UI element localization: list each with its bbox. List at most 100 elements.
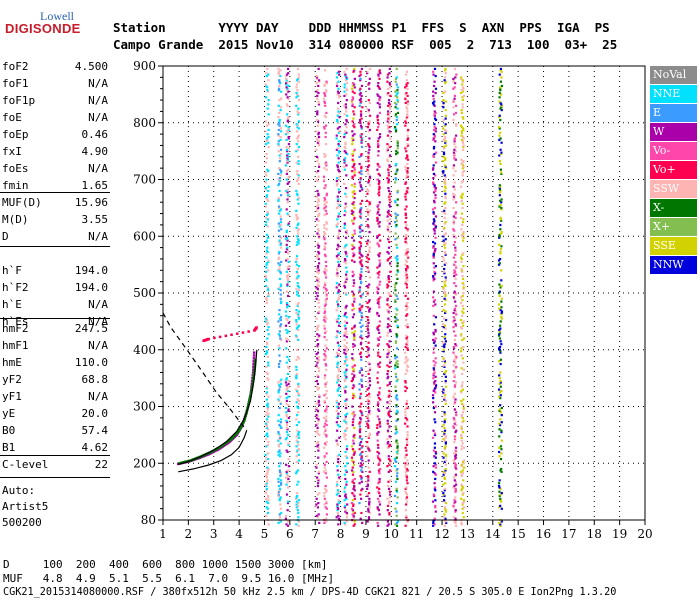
- echo-dot: [277, 143, 280, 146]
- echo-dot: [368, 120, 371, 123]
- echo-dot: [378, 213, 381, 217]
- echo-dot: [265, 398, 269, 401]
- echo-dot: [278, 177, 281, 180]
- echo-dot: [498, 360, 501, 363]
- echo-dot: [265, 445, 268, 448]
- echo-dot: [388, 165, 391, 168]
- echo-dot: [278, 267, 281, 271]
- echo-dot: [359, 135, 363, 139]
- echo-dot: [444, 507, 447, 510]
- echo-dot: [277, 287, 280, 290]
- echo-dot: [443, 439, 446, 442]
- echo-dot: [345, 364, 349, 367]
- echo-dot: [323, 208, 326, 211]
- echo-dot: [395, 243, 398, 246]
- echo-dot: [287, 67, 290, 71]
- echo-dot: [452, 320, 455, 323]
- echo-dot: [315, 82, 318, 85]
- echo-dot: [405, 399, 408, 403]
- echo-dot: [405, 150, 408, 153]
- echo-dot: [324, 273, 327, 276]
- echo-dot: [452, 425, 455, 428]
- echo-dot: [455, 73, 458, 76]
- echo-dot: [353, 452, 356, 455]
- echo-dot: [351, 97, 355, 100]
- echo-dot: [325, 90, 328, 93]
- echo-dot: [387, 87, 390, 90]
- echo-dot: [500, 452, 503, 455]
- param-name: h`F2: [2, 281, 29, 294]
- echo-dot: [367, 225, 370, 228]
- echo-dot: [433, 273, 436, 276]
- echo-dot: [352, 449, 355, 452]
- echo-dot: [337, 500, 340, 503]
- echo-dot: [323, 324, 326, 327]
- echo-dot: [361, 450, 364, 454]
- echo-dot: [317, 472, 320, 475]
- echo-dot: [378, 503, 382, 506]
- x-tick-label: 1: [159, 527, 167, 541]
- echo-dot: [404, 465, 407, 468]
- echo-dot: [279, 171, 283, 174]
- echo-dot: [361, 199, 364, 202]
- echo-dot: [265, 233, 268, 237]
- echo-dot: [378, 263, 381, 266]
- echo-dot: [344, 486, 347, 489]
- echo-dot: [358, 155, 361, 158]
- echo-dot: [344, 307, 347, 310]
- echo-dot: [316, 255, 320, 258]
- echo-dot: [324, 89, 328, 92]
- echo-dot: [461, 493, 464, 496]
- echo-dot: [278, 239, 281, 242]
- echo-dot: [396, 147, 399, 150]
- echo-dot: [296, 469, 300, 472]
- echo-dot: [284, 124, 288, 127]
- echo-dot: [351, 169, 354, 173]
- echo-dot: [359, 121, 362, 124]
- echo-dot: [461, 421, 464, 424]
- echo-dot: [500, 431, 503, 434]
- echo-dot: [367, 257, 371, 261]
- echo-dot: [338, 296, 341, 299]
- echo-dot: [396, 418, 399, 421]
- echo-dot: [444, 117, 447, 120]
- echo-dot: [286, 473, 289, 476]
- echo-dot: [405, 304, 408, 307]
- panel-separator: [0, 477, 110, 478]
- echo-dot: [454, 487, 457, 490]
- echo-dot: [454, 521, 457, 525]
- echo-dot: [455, 273, 458, 276]
- echo-dot: [345, 174, 348, 177]
- echo-dot: [367, 347, 370, 350]
- echo-dot: [278, 406, 281, 410]
- echo-dot: [442, 423, 445, 427]
- echo-dot: [317, 169, 320, 173]
- echo-dot: [377, 314, 380, 317]
- echo-dot: [335, 184, 338, 187]
- echo-dot: [284, 514, 288, 517]
- echo-dot: [359, 242, 362, 245]
- echo-dot: [387, 348, 390, 351]
- echo-dot: [394, 357, 397, 360]
- echo-dot: [351, 99, 354, 102]
- echo-dot: [407, 256, 410, 259]
- echo-dot: [316, 357, 319, 360]
- echo-dot: [452, 452, 456, 455]
- echo-dot: [452, 347, 456, 350]
- echo-dot: [351, 154, 354, 157]
- echo-dot: [404, 422, 407, 425]
- echo-dot: [295, 255, 299, 258]
- echo-dot: [351, 195, 355, 198]
- echo-dot: [359, 101, 362, 105]
- echo-dot: [432, 314, 435, 317]
- echo-dot: [444, 453, 448, 456]
- echo-dot: [343, 246, 346, 249]
- echo-dot: [386, 442, 389, 445]
- echo-dot: [461, 388, 464, 391]
- echo-dot: [368, 249, 371, 252]
- echo-dot: [499, 218, 502, 221]
- echo-dot: [453, 297, 456, 300]
- echo-dot: [378, 111, 382, 115]
- echo-dot: [396, 141, 399, 144]
- echo-dot: [296, 267, 299, 271]
